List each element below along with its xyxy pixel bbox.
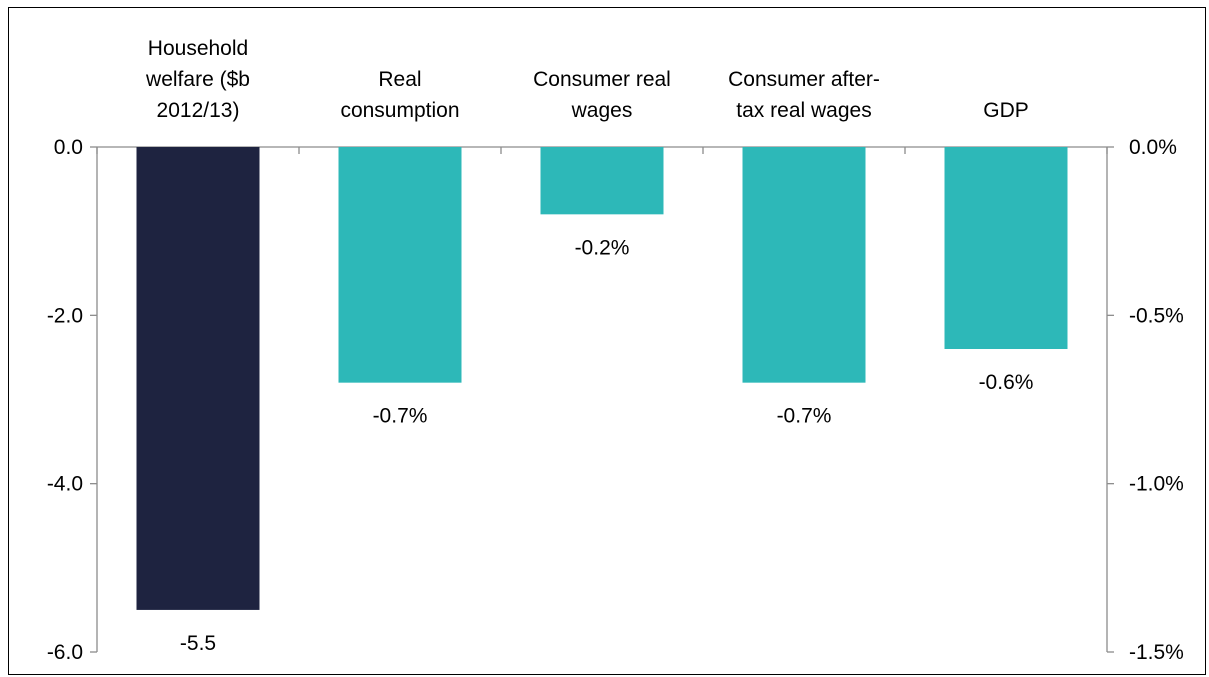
category-label: wages xyxy=(571,99,633,122)
right-tick-label: -1.5% xyxy=(1129,641,1184,664)
data-label: -5.5 xyxy=(180,632,216,655)
bar xyxy=(338,147,462,383)
data-label: -0.7% xyxy=(777,405,832,428)
left-tick-label: -6.0 xyxy=(47,641,83,664)
right-tick-label: -1.0% xyxy=(1129,473,1184,496)
data-label: -0.6% xyxy=(979,371,1034,394)
category-label: Consumer real xyxy=(533,68,671,91)
data-label: -0.7% xyxy=(373,405,428,428)
category-label: welfare ($b xyxy=(145,68,250,91)
left-tick-label: -2.0 xyxy=(47,304,83,327)
bar xyxy=(136,147,260,610)
left-tick-label: -4.0 xyxy=(47,473,83,496)
bar xyxy=(742,147,866,383)
category-label: Real xyxy=(378,68,421,91)
left-tick-label: 0.0 xyxy=(54,136,83,159)
category-label: GDP xyxy=(983,99,1029,122)
bar xyxy=(540,147,664,215)
category-label: consumption xyxy=(340,99,459,122)
data-label: -0.2% xyxy=(575,236,630,259)
bar xyxy=(944,147,1068,349)
chart-frame xyxy=(8,7,1206,675)
category-label: Consumer after- xyxy=(728,68,880,91)
category-label: tax real wages xyxy=(736,99,871,122)
category-label: Household xyxy=(148,37,248,60)
right-tick-label: 0.0% xyxy=(1129,136,1177,159)
right-tick-label: -0.5% xyxy=(1129,304,1184,327)
category-label: 2012/13) xyxy=(157,99,240,122)
